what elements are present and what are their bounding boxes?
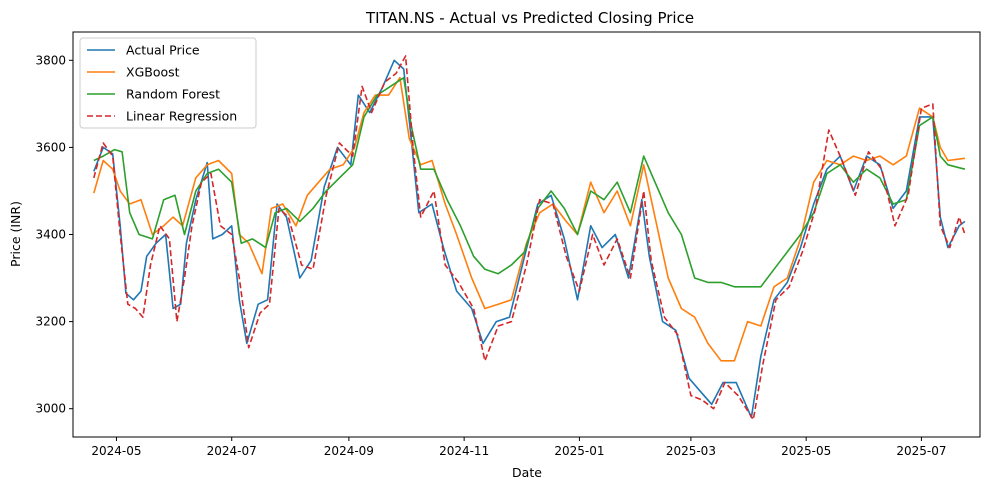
legend-label: Linear Regression <box>126 109 237 124</box>
x-axis-title: Date <box>512 465 542 480</box>
x-tick-label: 2025-01 <box>554 444 604 458</box>
y-axis-title: Price (INR) <box>8 201 23 267</box>
series-line-linear-regression <box>93 55 966 421</box>
legend-label: Random Forest <box>126 87 220 102</box>
legend: Actual Price XGBoost Random Forest Linear R… <box>79 37 257 129</box>
y-tick-label: 3800 <box>35 53 66 67</box>
y-tick-label: 3200 <box>35 315 66 329</box>
series-line-xgboost <box>93 76 966 362</box>
y-axis: 3000 3200 3400 3600 3800 <box>35 53 73 416</box>
x-tick-label: 2025-03 <box>666 444 716 458</box>
legend-box <box>79 37 257 129</box>
x-tick-label: 2024-11 <box>439 444 489 458</box>
x-axis: 2024-05 2024-07 2024-09 2024-11 2025-01 2025-… <box>91 437 946 458</box>
series-line-random-forest <box>93 76 966 288</box>
x-tick-label: 2024-09 <box>324 444 374 458</box>
x-tick-label: 2025-07 <box>896 444 946 458</box>
chart-title: TITAN.NS - Actual vs Predicted Closing P… <box>365 9 694 27</box>
legend-label: Actual Price <box>126 43 200 58</box>
series-line-actual-price <box>93 59 966 419</box>
y-tick-label: 3600 <box>35 140 66 154</box>
y-tick-label: 3400 <box>35 228 66 242</box>
series-layer <box>93 55 966 421</box>
legend-label: XGBoost <box>126 65 180 80</box>
x-tick-label: 2024-05 <box>91 444 141 458</box>
y-tick-label: 3000 <box>35 402 66 416</box>
x-tick-label: 2024-07 <box>207 444 257 458</box>
x-tick-label: 2025-05 <box>781 444 831 458</box>
